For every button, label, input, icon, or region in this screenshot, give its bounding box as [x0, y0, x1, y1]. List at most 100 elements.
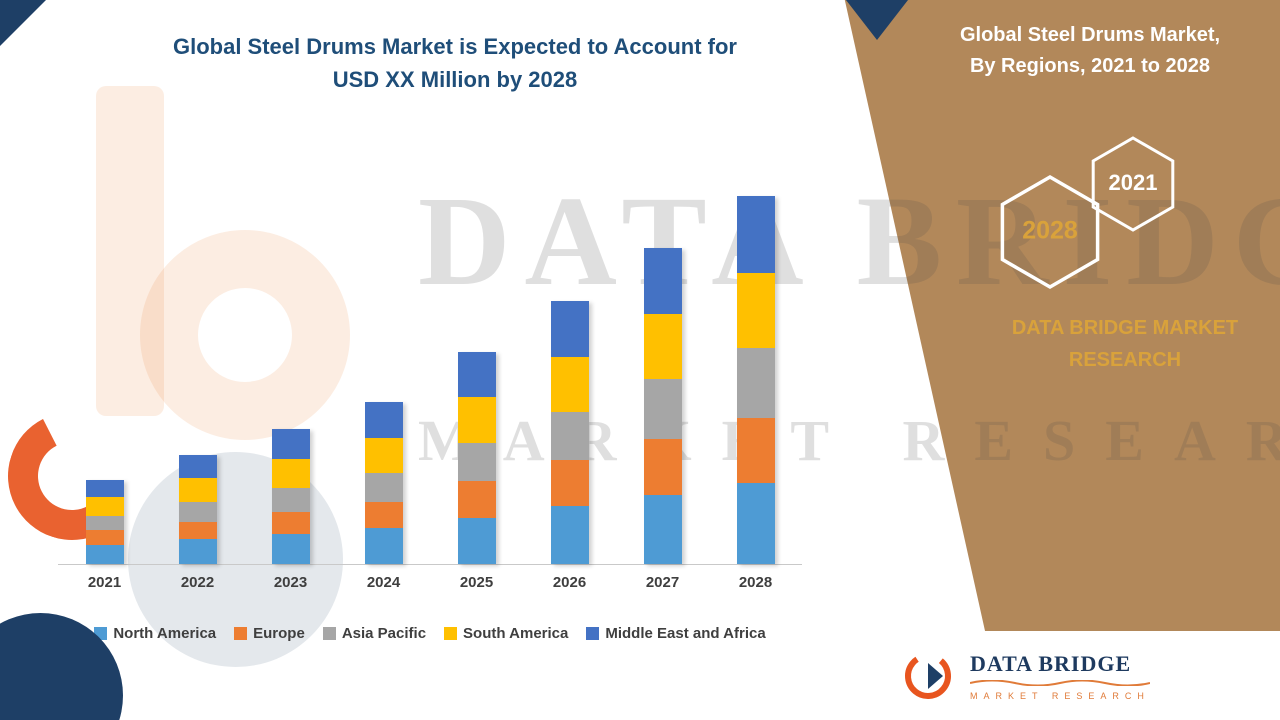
- legend-swatch: [322, 627, 336, 640]
- side-panel-title-line1: Global Steel Drums Market,: [959, 24, 1221, 46]
- side-panel-title: Global Steel Drums Market, By Regions, 2…: [925, 20, 1255, 82]
- bar-segment-asia-pacific: [85, 515, 124, 531]
- x-tick-label: 2025: [459, 574, 494, 591]
- stacked-bar: [643, 248, 682, 564]
- bar-segment-europe: [271, 512, 310, 535]
- bar-segment-middle-east-and-africa: [178, 455, 217, 479]
- legend-label: South America: [463, 625, 569, 642]
- stacked-bar: [178, 455, 217, 564]
- legend-swatch: [444, 627, 458, 640]
- bar-segment-europe: [364, 501, 403, 529]
- bar-segment-north-america: [364, 528, 403, 564]
- bar-segment-europe: [550, 460, 589, 507]
- stacked-bar: [271, 429, 310, 564]
- x-tick-label: 2024: [366, 574, 401, 591]
- bar-segment-north-america: [178, 539, 217, 564]
- x-tick-label: 2022: [180, 574, 215, 591]
- bar-segment-north-america: [736, 483, 775, 564]
- bar-segment-asia-pacific: [643, 379, 682, 439]
- bar-column-2026: [523, 301, 616, 564]
- logo-navy-sail: [928, 662, 943, 689]
- x-tick-label: 2026: [552, 574, 587, 591]
- bar-segment-north-america: [550, 506, 589, 564]
- bar-column-2028: [709, 196, 802, 564]
- bar-segment-middle-east-and-africa: [736, 196, 775, 274]
- badge-2021-label: 2021: [1109, 170, 1158, 195]
- chart-title: Global Steel Drums Market is Expected to…: [90, 30, 820, 96]
- footer-logo-card: DATA BRIDGE MARKET RESEARCH: [875, 631, 1280, 720]
- bar-segment-middle-east-and-africa: [457, 352, 496, 397]
- legend-item: Europe: [234, 625, 305, 642]
- bar-segment-europe: [85, 530, 124, 545]
- bar-segment-north-america: [85, 544, 124, 564]
- footer-wave-divider: [970, 679, 1150, 686]
- bar-segment-south-america: [643, 313, 682, 380]
- x-tick-label: 2028: [738, 574, 773, 591]
- chart-title-line1: Global Steel Drums Market is Expected to…: [173, 34, 737, 59]
- bar-segment-north-america: [643, 494, 682, 564]
- stacked-bar: [85, 480, 124, 564]
- bar-column-2021: [58, 480, 151, 564]
- bar-segment-europe: [178, 521, 217, 539]
- bar-segment-asia-pacific: [364, 472, 403, 502]
- bar-segment-middle-east-and-africa: [364, 402, 403, 439]
- legend-item: Asia Pacific: [322, 625, 427, 642]
- x-axis-labels: 2021 2022 2023 2024 2025 2026 2027 2028: [58, 574, 802, 591]
- bar-segment-asia-pacific: [550, 411, 589, 461]
- corner-triangle-decoration: [0, 0, 46, 46]
- hexagon-2028: [1000, 174, 1100, 290]
- chart-title-line2: USD XX Million by 2028: [332, 67, 578, 92]
- panel-brand-line1: DATA BRIDGE MARKET: [1011, 317, 1239, 339]
- side-panel-title-line2: By Regions, 2021 to 2028: [969, 55, 1211, 77]
- stacked-bar: [364, 402, 403, 564]
- bar-segment-south-america: [364, 438, 403, 473]
- legend: North America Europe Asia Pacific South Ame…: [58, 625, 802, 642]
- bar-segment-south-america: [178, 478, 217, 503]
- footer-brand-sub: MARKET RESEARCH: [970, 690, 1150, 701]
- bar-column-2023: [244, 429, 337, 564]
- panel-brand-line2: RESEARCH: [1068, 349, 1182, 371]
- legend-label: Europe: [253, 625, 305, 642]
- bar-column-2024: [337, 402, 430, 564]
- bar-segment-middle-east-and-africa: [271, 429, 310, 460]
- legend-item: North America: [94, 625, 216, 642]
- x-tick-label: 2021: [87, 574, 122, 591]
- bar-segment-north-america: [457, 517, 496, 564]
- panel-top-triangle-decoration: [846, 0, 908, 40]
- legend-label: North America: [113, 625, 217, 642]
- bar-segment-asia-pacific: [271, 488, 310, 513]
- bar-segment-north-america: [271, 534, 310, 564]
- bar-segment-middle-east-and-africa: [643, 248, 682, 314]
- data-bridge-logo-icon: [905, 652, 951, 699]
- badge-2028-label: 2028: [1022, 217, 1078, 245]
- stacked-bar: [550, 301, 589, 564]
- x-tick-label: 2023: [273, 574, 308, 591]
- legend-label: Asia Pacific: [341, 625, 427, 642]
- footer-brand-name: DATA BRIDGE: [970, 650, 1132, 676]
- stacked-bar: [457, 352, 496, 564]
- bar-segment-asia-pacific: [178, 502, 217, 522]
- bar-segment-south-america: [271, 459, 310, 489]
- stacked-bar: [736, 196, 775, 564]
- hexagon-badges: 2028 2021: [1000, 136, 1175, 290]
- bar-segment-europe: [736, 417, 775, 484]
- bar-segment-asia-pacific: [457, 442, 496, 482]
- legend-swatch: [586, 627, 600, 640]
- bar-segment-south-america: [550, 357, 589, 412]
- bar-segment-south-america: [457, 396, 496, 443]
- bar-segment-asia-pacific: [736, 348, 775, 418]
- bar-segment-europe: [643, 438, 682, 495]
- footer-logo-text: DATA BRIDGE MARKET RESEARCH: [970, 651, 1150, 701]
- bar-segment-middle-east-and-africa: [85, 480, 124, 497]
- bar-column-2027: [616, 248, 709, 564]
- bar-segment-south-america: [736, 273, 775, 349]
- bar-segment-europe: [457, 481, 496, 518]
- chart-plot: 2021 2022 2023 2024 2025 2026 2027 2028 North A…: [58, 180, 802, 642]
- legend-item: South America: [444, 625, 568, 642]
- hexagon-2021: [1091, 136, 1175, 232]
- legend-item: Middle East and Africa: [586, 625, 766, 642]
- x-tick-label: 2027: [645, 574, 680, 591]
- bar-segment-south-america: [85, 496, 124, 516]
- legend-swatch: [234, 627, 248, 640]
